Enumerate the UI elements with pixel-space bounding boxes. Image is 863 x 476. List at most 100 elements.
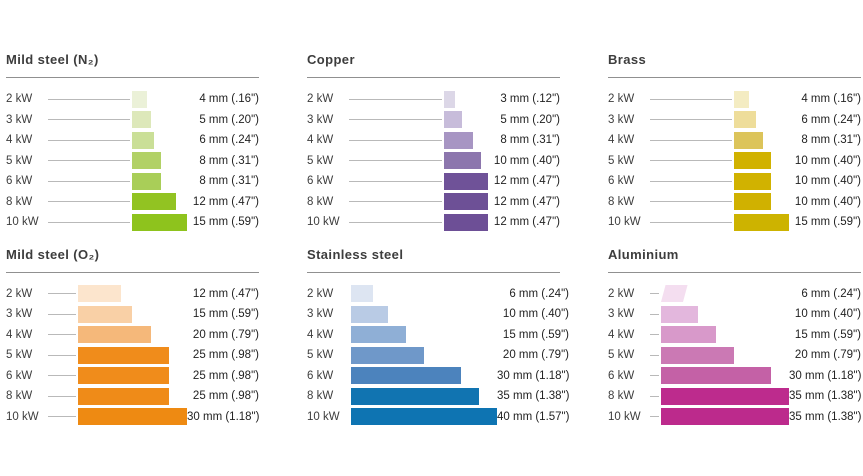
thickness-label: 10 mm (.40") bbox=[493, 154, 560, 167]
power-label: 5 kW bbox=[307, 349, 334, 362]
leader-line bbox=[48, 313, 76, 315]
power-label: 4 kW bbox=[307, 328, 334, 341]
leader-line bbox=[650, 334, 660, 336]
power-label: 6 kW bbox=[608, 369, 635, 382]
thickness-bar bbox=[661, 346, 735, 364]
leader-line bbox=[650, 375, 660, 377]
bar-zone bbox=[351, 285, 497, 303]
leader-line bbox=[48, 221, 131, 223]
power-label: 10 kW bbox=[307, 216, 340, 229]
chart-row: 3 kW 6 mm (.24") bbox=[608, 110, 861, 131]
thickness-label: 10 mm (.40") bbox=[794, 195, 861, 208]
bar-zone bbox=[661, 387, 789, 405]
leader-line bbox=[650, 395, 660, 397]
chart-row: 10 kW 15 mm (.59") bbox=[608, 212, 861, 233]
thickness-bar bbox=[77, 346, 169, 364]
leader-line bbox=[349, 201, 443, 203]
thickness-bar bbox=[351, 367, 461, 385]
thickness-label: 8 mm (.31") bbox=[199, 175, 259, 188]
power-label: 4 kW bbox=[6, 328, 33, 341]
thickness-label: 12 mm (.47") bbox=[192, 287, 259, 300]
power-label: 3 kW bbox=[307, 113, 334, 126]
leader-line bbox=[650, 221, 733, 223]
thickness-bar bbox=[77, 367, 169, 385]
leader-line bbox=[48, 334, 76, 336]
chart-row: 5 kW 10 mm (.40") bbox=[608, 151, 861, 172]
thickness-label: 4 mm (.16") bbox=[801, 93, 861, 106]
bar-zone bbox=[351, 387, 497, 405]
leader-line bbox=[650, 180, 733, 182]
thickness-label: 15 mm (.59") bbox=[794, 216, 861, 229]
chart-row: 4 kW 20 mm (.79") bbox=[6, 325, 259, 346]
power-label: 5 kW bbox=[6, 349, 33, 362]
chart-row: 5 kW 20 mm (.79") bbox=[307, 345, 569, 366]
thickness-bar bbox=[734, 172, 771, 190]
thickness-label: 15 mm (.59") bbox=[192, 216, 259, 229]
power-label: 4 kW bbox=[608, 328, 635, 341]
power-label: 10 kW bbox=[608, 410, 641, 423]
thickness-label: 30 mm (1.18") bbox=[497, 369, 570, 382]
thickness-label: 4 mm (.16") bbox=[199, 93, 259, 106]
bar-zone bbox=[734, 172, 789, 190]
thickness-label: 35 mm (1.38") bbox=[789, 410, 862, 423]
bar-zone bbox=[734, 131, 789, 149]
leader-line bbox=[650, 293, 660, 295]
power-label: 5 kW bbox=[608, 154, 635, 167]
leader-line bbox=[48, 160, 131, 162]
power-label: 5 kW bbox=[6, 154, 33, 167]
thickness-label: 10 mm (.40") bbox=[794, 175, 861, 188]
chart-row: 8 kW 10 mm (.40") bbox=[608, 192, 861, 213]
bar-zone bbox=[132, 172, 187, 190]
thickness-bar bbox=[734, 152, 771, 170]
leader-line bbox=[349, 180, 443, 182]
thickness-bar bbox=[734, 90, 749, 108]
chart-row: 8 kW 35 mm (1.38") bbox=[608, 386, 861, 407]
power-label: 4 kW bbox=[307, 134, 334, 147]
bar-zone bbox=[132, 193, 187, 211]
panel-aluminium: Aluminium 2 kW 6 mm (.24") 3 kW 10 mm (.40"… bbox=[608, 247, 861, 428]
bar-zone bbox=[444, 90, 488, 108]
bar-zone bbox=[132, 90, 187, 108]
power-label: 2 kW bbox=[6, 287, 33, 300]
thickness-bar bbox=[77, 305, 133, 323]
thickness-bar bbox=[734, 131, 764, 149]
chart-row: 2 kW 4 mm (.16") bbox=[6, 89, 259, 110]
panel-grid: Mild steel (N₂) 2 kW 4 mm (.16") 3 kW 5 mm … bbox=[6, 52, 861, 427]
leader-line bbox=[48, 354, 76, 356]
chart-row: 5 kW 10 mm (.40") bbox=[307, 151, 560, 172]
chart-row: 2 kW 3 mm (.12") bbox=[307, 89, 560, 110]
chart-row: 6 kW 30 mm (1.18") bbox=[307, 366, 569, 387]
thickness-bar bbox=[132, 213, 187, 231]
power-label: 8 kW bbox=[6, 390, 33, 403]
thickness-bar bbox=[661, 326, 716, 344]
thickness-label: 25 mm (.98") bbox=[192, 349, 259, 362]
power-label: 3 kW bbox=[307, 308, 334, 321]
thickness-bar bbox=[444, 111, 463, 129]
thickness-bar bbox=[132, 193, 177, 211]
leader-line bbox=[650, 354, 660, 356]
title-rule bbox=[307, 77, 560, 78]
panel-title: Mild steel (N₂) bbox=[6, 52, 99, 67]
chart-row: 4 kW 15 mm (.59") bbox=[307, 325, 569, 346]
bar-rows: 2 kW 12 mm (.47") 3 kW 15 mm (.59") 4 kW 20 m… bbox=[6, 284, 259, 428]
panel-mild-steel-o2: Mild steel (O₂) 2 kW 12 mm (.47") 3 kW 15 m… bbox=[6, 247, 259, 428]
bar-zone bbox=[661, 326, 789, 344]
chart-row: 3 kW 15 mm (.59") bbox=[6, 304, 259, 325]
power-label: 6 kW bbox=[6, 175, 33, 188]
thickness-label: 6 mm (.24") bbox=[199, 134, 259, 147]
bar-rows: 2 kW 4 mm (.16") 3 kW 6 mm (.24") 4 kW 8 mm (… bbox=[608, 89, 861, 233]
chart-row: 4 kW 15 mm (.59") bbox=[608, 325, 861, 346]
thickness-bar bbox=[444, 152, 481, 170]
power-label: 10 kW bbox=[6, 410, 39, 423]
chart-row: 3 kW 5 mm (.20") bbox=[307, 110, 560, 131]
leader-line bbox=[650, 98, 733, 100]
bar-zone bbox=[132, 131, 187, 149]
bar-zone bbox=[661, 346, 789, 364]
thickness-bar bbox=[444, 172, 488, 190]
thickness-label: 5 mm (.20") bbox=[500, 113, 560, 126]
chart-row: 10 kW 35 mm (1.38") bbox=[608, 407, 861, 428]
bar-zone bbox=[444, 172, 488, 190]
thickness-bar bbox=[734, 213, 789, 231]
leader-line bbox=[48, 180, 131, 182]
leader-line bbox=[349, 98, 443, 100]
